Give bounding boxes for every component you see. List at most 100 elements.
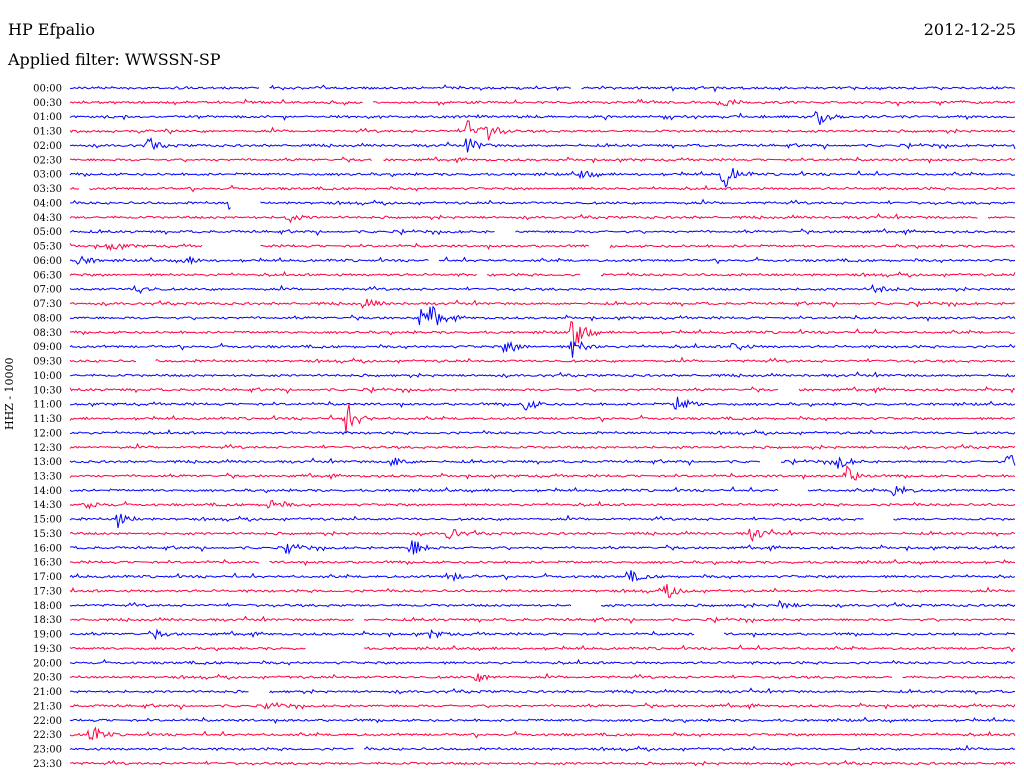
time-tick-label: 22:30: [33, 730, 62, 741]
time-tick-label: 23:00: [33, 745, 62, 756]
time-tick-label: 13:30: [33, 471, 62, 482]
time-tick-label: 05:30: [33, 242, 62, 253]
trace-line: [69, 386, 1016, 395]
trace-line: [69, 499, 1016, 510]
trace-line: [69, 628, 1016, 641]
trace-line: [69, 454, 1016, 469]
trace-line: [69, 687, 1016, 695]
time-tick-label: 17:00: [33, 572, 62, 583]
time-tick-label: 15:00: [33, 515, 62, 526]
trace-line: [69, 615, 1016, 625]
time-tick-label: 08:00: [33, 313, 62, 324]
time-tick-label: 06:00: [33, 256, 62, 267]
time-tick-label: 20:00: [33, 658, 62, 669]
trace-line: [70, 198, 1016, 211]
time-tick-label: 12:00: [33, 428, 62, 439]
trace-line: [70, 701, 1016, 711]
time-tick-label: 10:30: [33, 385, 62, 396]
time-tick-label: 21:00: [33, 687, 62, 698]
trace-line: [69, 485, 1016, 497]
time-tick-label: 10:00: [33, 371, 62, 382]
time-tick-label: 07:00: [33, 285, 62, 296]
time-tick-label: 11:30: [33, 414, 62, 425]
time-tick-label: 04:00: [33, 198, 62, 209]
time-tick-label: 23:30: [33, 759, 62, 770]
time-tick-label: 02:30: [33, 155, 62, 166]
time-tick-label: 07:30: [33, 299, 62, 310]
trace-line: [69, 270, 1016, 278]
trace-line: [69, 528, 1016, 542]
time-tick-label: 13:00: [33, 457, 62, 468]
trace-line: [69, 298, 1016, 309]
trace-line: [69, 371, 1016, 379]
time-tick-label: 15:30: [33, 529, 62, 540]
trace-line: [69, 716, 1016, 725]
time-tick-label: 14:30: [33, 500, 62, 511]
time-tick-label: 01:00: [33, 112, 62, 123]
trace-line: [69, 396, 1016, 411]
trace-line: [69, 283, 1015, 295]
trace-line: [69, 513, 1016, 529]
time-tick-label: 03:00: [33, 170, 62, 181]
time-tick-label: 18:30: [33, 615, 62, 626]
time-tick-label: 08:30: [33, 328, 62, 339]
trace-line: [69, 340, 1016, 358]
trace-line: [69, 558, 1016, 567]
trace-line: [69, 726, 1016, 741]
time-tick-label: 11:00: [33, 400, 62, 411]
trace-line: [69, 228, 1016, 237]
trace-line: [69, 84, 1016, 93]
time-tick-label: 16:30: [33, 558, 62, 569]
time-tick-label: 20:30: [33, 673, 62, 684]
trace-line: [69, 184, 1016, 193]
trace-line: [69, 213, 1016, 224]
time-tick-label: 17:30: [33, 586, 62, 597]
station-title: HP Efpalio: [8, 20, 96, 39]
time-tick-label: 03:30: [33, 184, 62, 195]
time-tick-label: 09:00: [33, 342, 62, 353]
filter-label: Applied filter: WWSSN-SP: [8, 50, 221, 69]
trace-line: [69, 111, 1016, 125]
time-tick-label: 12:30: [33, 443, 62, 454]
trace-line: [69, 242, 1016, 252]
time-tick-label: 01:30: [33, 127, 62, 138]
trace-line: [69, 305, 1016, 326]
trace-line: [69, 672, 1015, 682]
trace-line: [69, 658, 1016, 666]
trace-line: [69, 156, 1016, 164]
trace-line: [69, 120, 1016, 141]
time-tick-label: 16:00: [33, 543, 62, 554]
trace-line: [69, 540, 1016, 556]
time-tick-label: 19:00: [33, 630, 62, 641]
trace-line: [69, 98, 1016, 107]
trace-line: [69, 320, 1016, 348]
time-tick-label: 00:00: [33, 84, 62, 95]
time-tick-label: 02:00: [33, 141, 62, 152]
trace-line: [69, 255, 1016, 266]
date-label: 2012-12-25: [923, 20, 1016, 39]
trace-line: [69, 644, 1016, 653]
time-tick-label: 06:30: [33, 270, 62, 281]
time-tick-label: 00:30: [33, 98, 62, 109]
time-tick-label: 04:30: [33, 213, 62, 224]
trace-line: [69, 404, 1016, 434]
trace-line: [69, 599, 1016, 610]
trace-line: [69, 583, 1016, 598]
trace-line: [69, 356, 1016, 364]
trace-line: [70, 759, 1016, 767]
trace-line: [69, 429, 1016, 436]
trace-line: [69, 442, 1016, 451]
time-tick-label: 14:00: [33, 486, 62, 497]
time-tick-label: 19:30: [33, 644, 62, 655]
trace-line: [69, 167, 1016, 188]
trace-line: [69, 137, 1016, 153]
time-tick-label: 09:30: [33, 357, 62, 368]
time-tick-label: 22:00: [33, 716, 62, 727]
time-tick-label: 21:30: [33, 701, 62, 712]
trace-line: [69, 465, 1016, 481]
time-tick-label: 05:00: [33, 227, 62, 238]
trace-line: [69, 744, 1016, 752]
trace-line: [69, 570, 1016, 583]
time-tick-label: 18:00: [33, 601, 62, 612]
